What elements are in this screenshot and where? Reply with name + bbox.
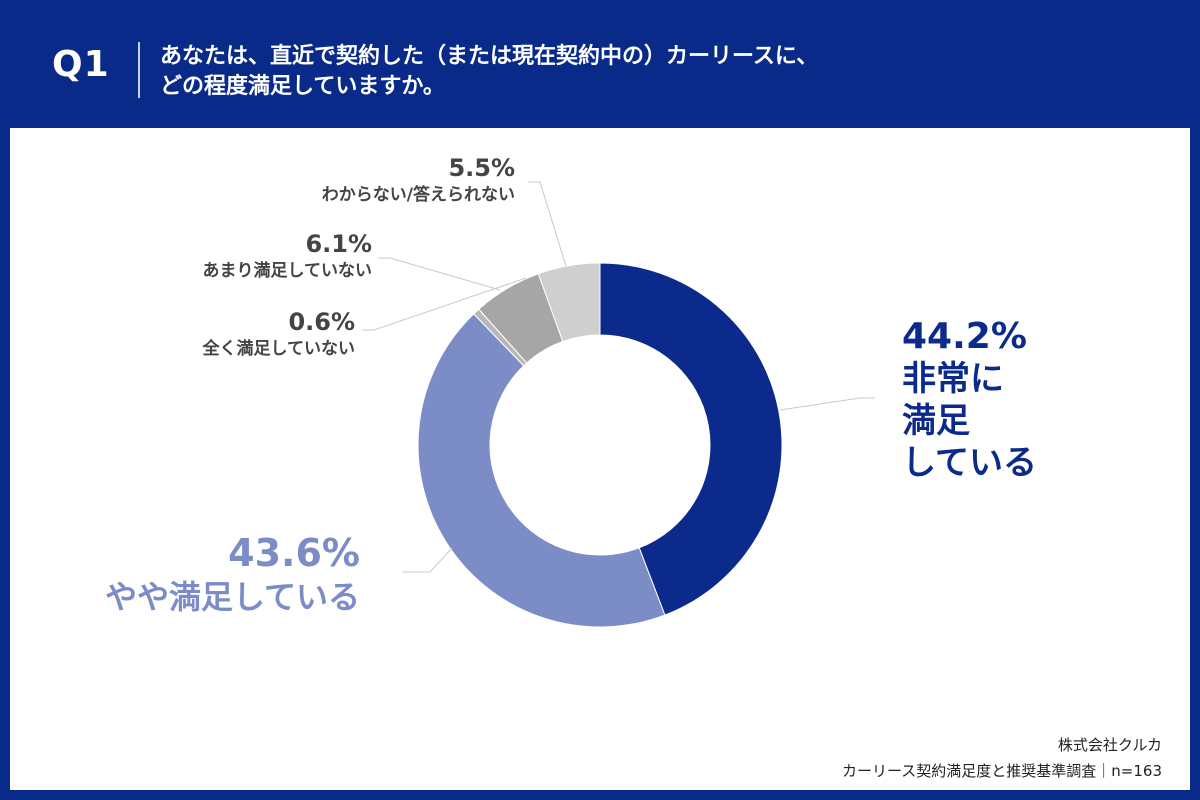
leader-line-very-satisfied bbox=[779, 397, 875, 411]
question-number: Q1 bbox=[52, 44, 110, 85]
question-line-2: どの程度満足していますか。 bbox=[160, 74, 445, 99]
category-label-not-very: あまり満足していない bbox=[203, 260, 373, 281]
donut-slice-somewhat-satisfied bbox=[417, 313, 666, 628]
donut-slice-very-satisfied bbox=[599, 262, 783, 616]
leader-line-not-at-all bbox=[362, 277, 527, 331]
leader-lines bbox=[362, 181, 875, 573]
value-label-not-at-all: 0.6% bbox=[288, 308, 355, 336]
header-divider bbox=[138, 42, 140, 98]
chart-card bbox=[10, 128, 1190, 790]
value-label-not-very: 6.1% bbox=[305, 230, 372, 258]
question-line-1: あなたは、直近で契約した（または現在契約中の）カーリースに、 bbox=[160, 44, 819, 69]
leader-line-not-very bbox=[378, 257, 501, 291]
header-bar: Q1 あなたは、直近で契約した（または現在契約中の）カーリースに、 どの程度満足… bbox=[0, 0, 1200, 128]
question-text: あなたは、直近で契約した（または現在契約中の）カーリースに、 どの程度満足してい… bbox=[160, 42, 1160, 102]
category-label-somewhat-satisfied: やや満足している bbox=[105, 578, 360, 616]
value-label-very-satisfied: 44.2% bbox=[902, 316, 1027, 357]
leader-line-somewhat-satisfied bbox=[402, 547, 453, 573]
footer-company: 株式会社クルカ bbox=[1057, 736, 1162, 754]
value-label-somewhat-satisfied: 43.6% bbox=[228, 531, 360, 575]
category-label-very-satisfied-3: している bbox=[902, 443, 1037, 483]
donut-slices bbox=[417, 262, 783, 628]
category-label-very-satisfied-2: 満足 bbox=[902, 401, 970, 441]
leader-line-dont-know bbox=[528, 181, 567, 267]
category-label-dont-know: わからない/答えられない bbox=[322, 184, 515, 205]
donut-slice-dont-know bbox=[537, 262, 601, 343]
category-label-very-satisfied-1: 非常に bbox=[902, 359, 1004, 399]
footer-survey: カーリース契約満足度と推奨基準調査｜n=163 bbox=[842, 762, 1162, 780]
category-label-not-at-all: 全く満足していない bbox=[202, 338, 356, 359]
value-label-dont-know: 5.5% bbox=[448, 154, 515, 182]
